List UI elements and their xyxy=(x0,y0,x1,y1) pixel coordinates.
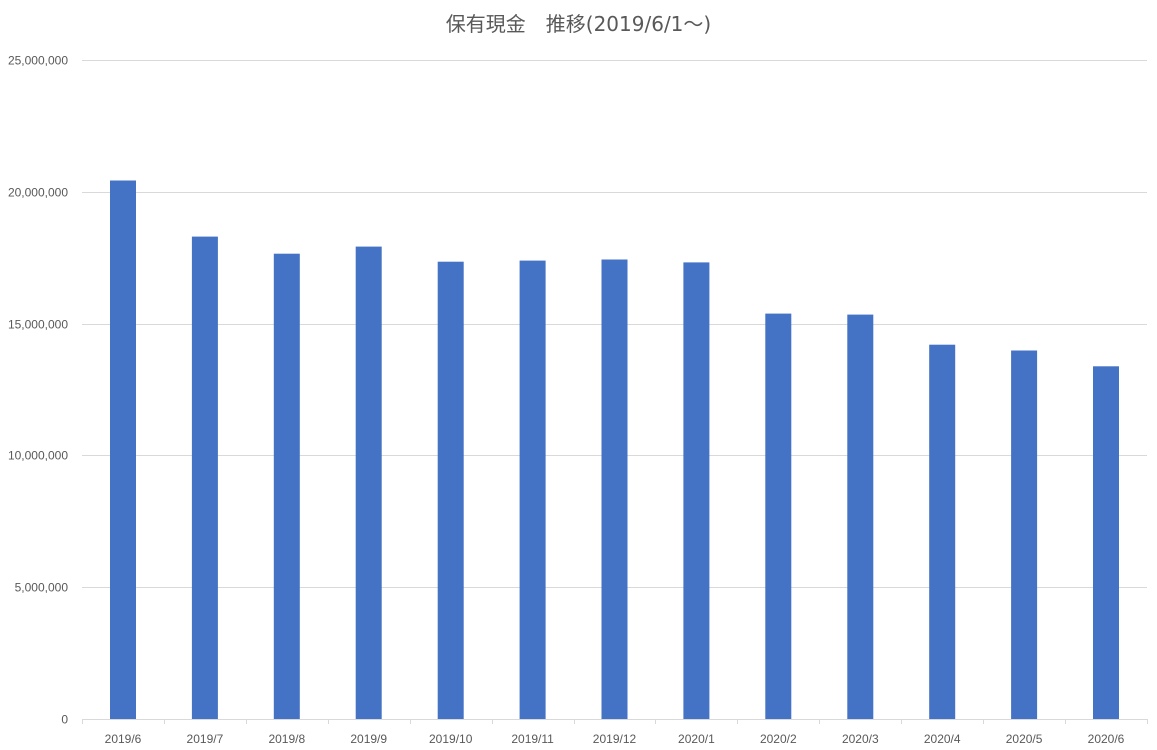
x-tick-label: 2019/12 xyxy=(593,732,637,746)
x-tick-label: 2019/9 xyxy=(350,732,387,746)
bar xyxy=(110,180,136,719)
y-tick-label: 15,000,000 xyxy=(8,318,68,332)
y-tick-label: 20,000,000 xyxy=(8,186,68,200)
bar xyxy=(601,259,628,719)
bar xyxy=(519,260,546,719)
y-tick-label: 5,000,000 xyxy=(15,581,69,595)
x-tick-label: 2019/8 xyxy=(268,732,305,746)
x-axis-ticks: 2019/6 2019/7 2019/8 2019/9 2019/10 2019/11 20… xyxy=(82,719,1148,746)
x-tick-label: 2019/11 xyxy=(511,732,554,746)
x-tick-label: 2019/7 xyxy=(187,732,224,746)
x-tick-label: 2019/10 xyxy=(429,732,473,746)
x-tick-label: 2020/3 xyxy=(842,732,879,746)
x-tick-label: 2020/2 xyxy=(760,732,797,746)
x-tick-label: 2019/6 xyxy=(105,732,142,746)
bar xyxy=(191,236,218,719)
y-tick-label: 0 xyxy=(61,713,68,727)
bar xyxy=(437,261,464,719)
x-tick-label: 2020/5 xyxy=(1006,732,1043,746)
bar xyxy=(355,246,382,719)
chart-title: 保有現金 推移(2019/6/1～) xyxy=(445,12,712,36)
bar xyxy=(1011,350,1038,719)
x-tick-label: 2020/6 xyxy=(1088,732,1125,746)
x-tick-label: 2020/4 xyxy=(924,732,961,746)
bar xyxy=(273,253,300,719)
bar xyxy=(847,314,874,719)
y-tick-label: 10,000,000 xyxy=(8,449,68,463)
bars xyxy=(110,180,1119,719)
bar xyxy=(1093,366,1119,719)
bar xyxy=(765,313,792,719)
y-axis-ticks: 0 5,000,000 10,000,000 15,000,000 20,000,000… xyxy=(8,54,68,727)
y-tick-label: 25,000,000 xyxy=(8,54,68,68)
bar xyxy=(929,344,956,719)
bar xyxy=(683,262,710,719)
x-tick-label: 2020/1 xyxy=(678,732,715,746)
